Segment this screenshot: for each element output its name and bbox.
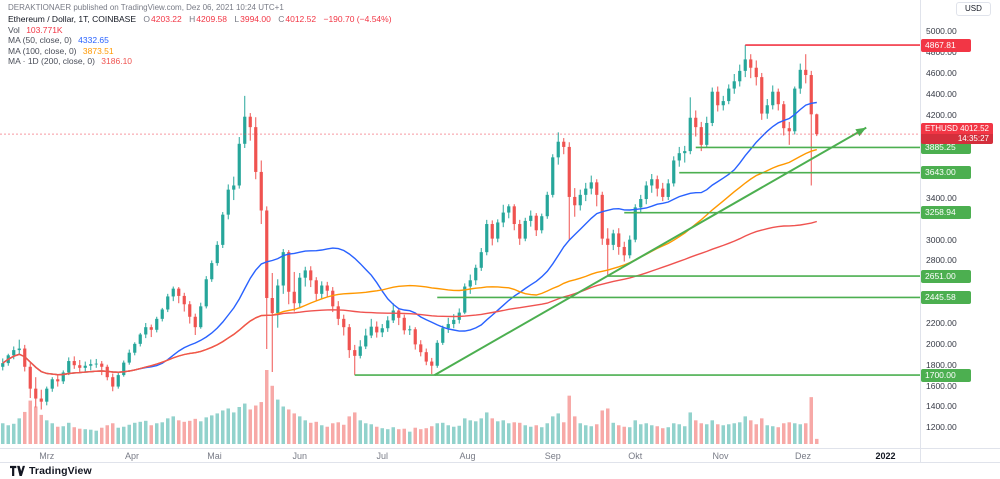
ma50-legend-row[interactable]: MA (50, close, 0) 4332.65 <box>8 35 392 46</box>
price-tick-label: 4600.00 <box>926 67 957 78</box>
low-value: 3994.00 <box>240 14 271 24</box>
ma100-label: MA (100, close, 0) <box>8 45 77 56</box>
time-axis-label: Nov <box>712 451 729 461</box>
legend: Ethereum / Dollar, 1T, COINBASE O4203.22… <box>8 14 392 67</box>
volume-bars <box>1 370 819 444</box>
tradingview-brand: TradingView <box>29 465 92 477</box>
trendline[interactable] <box>434 126 867 376</box>
price-tick-label: 3000.00 <box>926 234 957 245</box>
price-tick-label: 4400.00 <box>926 88 957 99</box>
tradingview-logo-link[interactable]: TradingView <box>10 465 92 477</box>
symbol-legend-row[interactable]: Ethereum / Dollar, 1T, COINBASE O4203.22… <box>8 14 392 25</box>
footer: TradingView <box>0 462 1000 479</box>
ma200-legend-row[interactable]: MA · 1D (200, close, 0) 3186.10 <box>8 56 392 67</box>
high-value: 4209.58 <box>196 14 228 24</box>
chart-plot-area[interactable] <box>0 0 1000 448</box>
last-price-badge: ETHUSD 4012.52 14:35:27 <box>921 123 993 145</box>
close-label: C <box>278 14 285 24</box>
price-tick-label: 5000.00 <box>926 26 957 37</box>
ma100-value: 3873.51 <box>82 45 114 56</box>
publisher-note: DERAKTIONAER published on TradingView.co… <box>8 3 284 12</box>
price-tick-label: 2800.00 <box>926 255 957 266</box>
ma50-label: MA (50, close, 0) <box>8 35 72 45</box>
price-axis[interactable]: 5000.00 4800.00 4600.00 4400.00 4200.00 3400.… <box>920 0 1000 448</box>
price-tick-label: 3400.00 <box>926 192 957 203</box>
time-axis-label: Mrz <box>39 451 55 461</box>
price-level-badge: 3258.94 <box>921 206 971 220</box>
close-value: 4012.52 <box>285 14 317 24</box>
price-tick-label: 1600.00 <box>926 380 957 391</box>
volume-label: Vol <box>8 24 20 35</box>
time-axis-label: 2022 <box>875 451 896 461</box>
ma100-legend-row[interactable]: MA (100, close, 0) 3873.51 <box>8 46 392 57</box>
low-label: L <box>234 14 240 24</box>
price-level-badge: 2651.00 <box>921 269 971 283</box>
open-value: 4203.22 <box>151 14 182 24</box>
price-tick-label: 1800.00 <box>926 359 957 370</box>
ma200-line <box>2 220 817 376</box>
axis-corner-divider <box>920 449 921 463</box>
volume-legend-row[interactable]: Vol 103.771K <box>8 25 392 36</box>
bar-countdown: 14:35:27 <box>921 134 993 145</box>
time-axis-label: Mai <box>207 451 222 461</box>
price-level-badge: 2445.58 <box>921 290 971 304</box>
price-tick-label: 4800.00 <box>926 47 957 58</box>
price-level-badge: 4867.81 <box>921 38 971 52</box>
open-label: O <box>143 14 151 24</box>
candles <box>1 45 819 410</box>
symbol-title: Ethereum / Dollar, 1T, COINBASE <box>8 14 137 24</box>
time-axis-label: Dez <box>794 451 811 461</box>
price-tick-label: 4200.00 <box>926 109 957 120</box>
time-axis-label: Jul <box>376 451 388 461</box>
change-value: −190.70 (−4.54%) <box>323 14 392 24</box>
volume-value: 103.771K <box>26 24 63 35</box>
price-tick-label: 1400.00 <box>926 401 957 412</box>
high-label: H <box>189 14 196 24</box>
price-tick-label: 2000.00 <box>926 338 957 349</box>
price-level-badge: 3643.00 <box>921 166 971 180</box>
price-level-badge: 1700.00 <box>921 368 971 382</box>
ma200-value: 3186.10 <box>101 56 133 66</box>
last-badge-symbol: ETHUSD <box>925 124 958 134</box>
ma200-label: MA · 1D (200, close, 0) <box>8 56 95 66</box>
time-axis[interactable]: Mrz Apr Mai Jun Jul Aug Sep Okt Nov Dez 2022 <box>0 448 1000 463</box>
trendline-arrowhead <box>855 127 867 137</box>
ma100-line <box>2 148 817 376</box>
currency-button[interactable]: USD <box>956 2 991 16</box>
price-tick-label: 2200.00 <box>926 318 957 328</box>
time-axis-label: Apr <box>124 451 139 461</box>
last-badge-price: 4012.52 <box>960 124 989 134</box>
tradingview-logo-icon <box>10 465 25 476</box>
time-axis-label: Okt <box>628 451 643 461</box>
price-level-badge: 3885.25 <box>921 140 971 154</box>
price-tick-label: 1200.00 <box>926 422 957 433</box>
time-axis-label: Sep <box>544 451 561 461</box>
time-axis-label: Aug <box>459 451 476 461</box>
time-axis-label: Jun <box>292 451 307 461</box>
ma50-value: 4332.65 <box>78 35 109 45</box>
